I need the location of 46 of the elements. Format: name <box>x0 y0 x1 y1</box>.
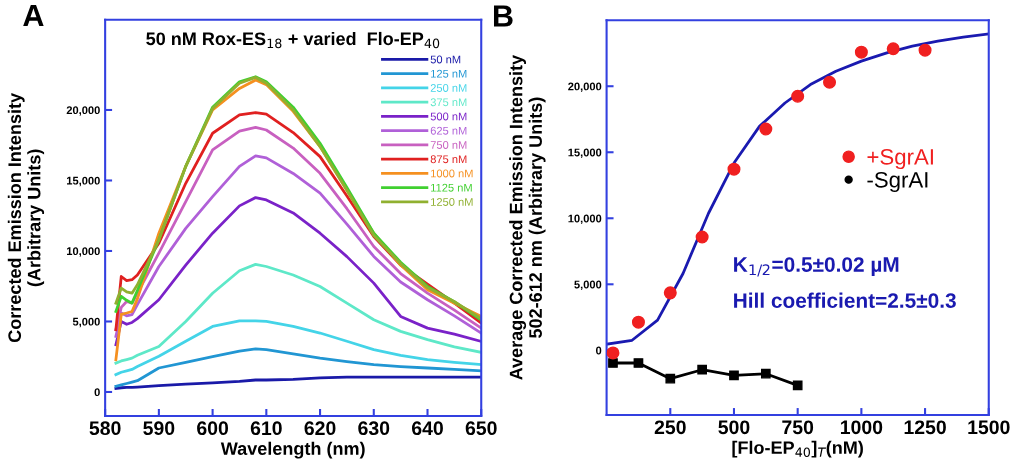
legend-label: 250 nM <box>430 84 467 92</box>
x-tick-label: 580 <box>89 421 121 436</box>
legend-label: 875 nM <box>430 155 467 164</box>
y-tick-label: 20,000 <box>568 82 602 92</box>
y-tick-label: 15,000 <box>67 176 100 187</box>
text: 50 nM Rox-ES$_{18}$ + varied Flo-EP$_{40}$ <box>146 31 440 49</box>
x-tick-label: 500 <box>718 420 750 435</box>
x-tick-label: 640 <box>412 421 443 436</box>
legend-label: 50 nM <box>430 55 461 64</box>
legend-label: 625 nM <box>430 126 467 135</box>
x-tick-label: 600 <box>197 421 229 436</box>
y-tick-label: 0 <box>94 388 100 397</box>
y-tick-label: 5,000 <box>72 317 100 328</box>
legend-label: 1000 nM <box>431 169 473 178</box>
text: B <box>494 5 513 27</box>
x-tick-label: 1500 <box>968 420 1010 435</box>
x-tick-label: 630 <box>358 421 390 436</box>
legend-label: +SgrAI <box>867 148 933 170</box>
x-tick-label: 250 <box>654 420 686 435</box>
x-tick-label: 620 <box>304 421 336 436</box>
text: A <box>23 5 44 27</box>
x-axis-title: Wavelength (nm) <box>220 441 365 459</box>
annotation: K$_{1/2}$=0.5±0.02 µM <box>734 257 899 277</box>
legend-label: -SgrAI <box>867 171 928 193</box>
legend-label: 1125 nM <box>431 183 472 192</box>
y-tick-label: 10,000 <box>67 247 100 257</box>
y-axis-title: Corrected Emission Intensity (Arbitrary Units) <box>7 93 45 343</box>
y-tick-label: 5,000 <box>574 280 602 291</box>
legend-label: 125 nM <box>431 69 467 78</box>
y-tick-label: 10,000 <box>568 214 602 225</box>
legend-label: 375 nM <box>430 98 467 107</box>
x-tick-label: 590 <box>143 421 175 436</box>
x-tick-label: 1000 <box>840 420 883 435</box>
legend-label: 750 nM <box>430 141 467 149</box>
annotation: Hill coefficient=2.5±0.3 <box>734 292 956 308</box>
x-tick-label: 750 <box>782 420 814 435</box>
x-tick-label: 1250 <box>904 420 946 435</box>
legend-label: 1250 nM <box>431 198 473 206</box>
y-tick-label: 20,000 <box>66 106 100 116</box>
x-tick-label: 650 <box>465 421 497 436</box>
legend-label: 500 nM <box>430 112 467 121</box>
x-axis-title: [Flo-EP$_{40}$]$_{T}$(nM) <box>732 440 863 458</box>
y-axis-title: Average Corrected Emission Intensity 502-612 nm (Arbitrary Units) <box>509 54 546 380</box>
x-tick-label: 610 <box>250 421 282 436</box>
y-tick-label: 15,000 <box>568 148 602 158</box>
y-tick-label: 0 <box>596 346 602 355</box>
